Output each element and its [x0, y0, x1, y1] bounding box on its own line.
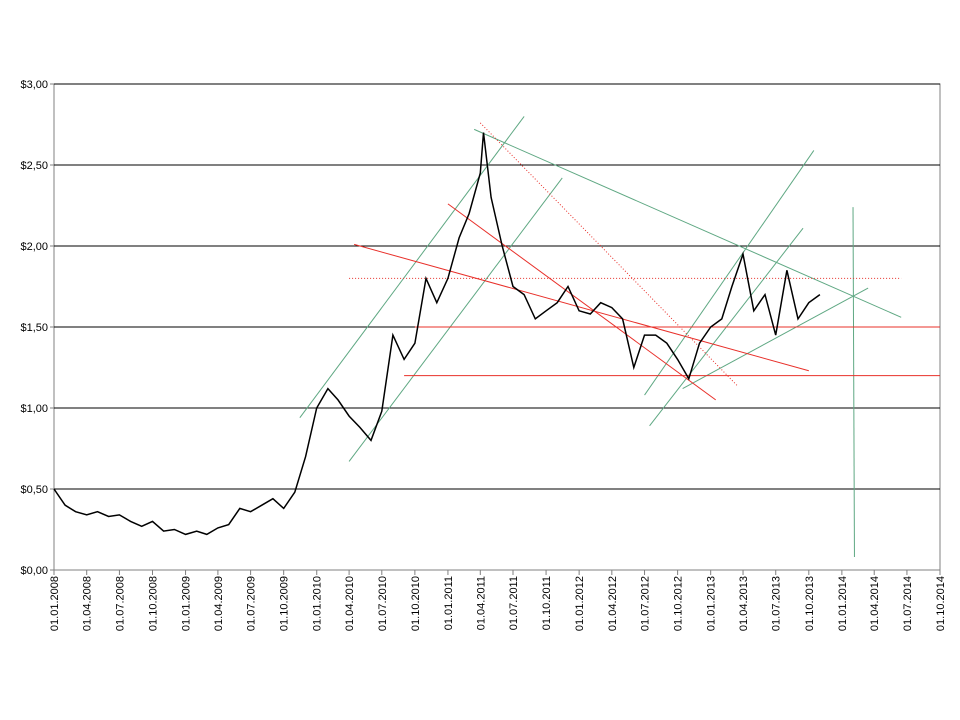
x-tick-label: 01.04.2012 [607, 576, 619, 631]
x-tick-label: 01.10.2010 [410, 576, 422, 631]
x-tick-label: 01.04.2014 [869, 576, 881, 631]
price-line [53, 132, 821, 536]
y-tick-label: $3,00 [20, 79, 48, 91]
x-tick-label: 01.01.2009 [181, 576, 193, 631]
x-tick-label: 01.07.2013 [771, 576, 783, 631]
trendline [299, 116, 525, 419]
y-tick-label: $2,00 [20, 241, 48, 253]
x-tick-label: 01.01.2012 [574, 576, 586, 631]
x-tick-label: 01.07.2014 [902, 576, 914, 631]
y-tick-label: $0,50 [20, 484, 48, 496]
x-tick-label: 01.10.2011 [541, 576, 553, 630]
y-tick-label: $1,00 [20, 403, 48, 415]
x-tick-label: 01.07.2009 [246, 576, 258, 631]
trendline [682, 287, 869, 389]
x-tick-label: 01.04.2013 [738, 576, 750, 631]
x-tick-label: 01.04.2011 [475, 576, 487, 630]
x-tick-label: 01.04.2009 [213, 576, 225, 631]
y-tick-label: $1,50 [20, 322, 48, 334]
trendline [348, 177, 563, 462]
x-tick-label: 01.01.2013 [706, 576, 718, 631]
x-tick-label: 01.01.2010 [312, 576, 324, 631]
x-tick-label: 01.10.2009 [279, 576, 291, 631]
x-tick-label: 01.01.2008 [49, 576, 61, 631]
trendline [644, 150, 815, 396]
x-tick-label: 01.07.2008 [114, 576, 126, 631]
x-tick-label: 01.04.2010 [344, 576, 356, 631]
x-tick-label: 01.07.2011 [508, 576, 520, 630]
x-tick-label: 01.01.2011 [443, 576, 455, 630]
x-tick-label: 01.10.2012 [673, 576, 685, 631]
x-tick-label: 01.04.2008 [82, 576, 94, 631]
trendline [447, 203, 717, 401]
x-tick-label: 01.07.2010 [377, 576, 389, 631]
x-tick-label: 01.10.2013 [804, 576, 816, 631]
y-tick-label: $0,00 [20, 565, 48, 577]
x-tick-label: 01.07.2012 [640, 576, 652, 631]
trendline [473, 128, 902, 318]
trendline [353, 243, 809, 372]
trendline [479, 122, 738, 386]
y-tick-label: $2,50 [20, 160, 48, 172]
trendline [852, 207, 855, 558]
x-tick-label: 01.10.2014 [935, 576, 947, 631]
x-tick-label: 01.01.2014 [837, 576, 849, 631]
x-tick-label: 01.10.2008 [147, 576, 159, 631]
